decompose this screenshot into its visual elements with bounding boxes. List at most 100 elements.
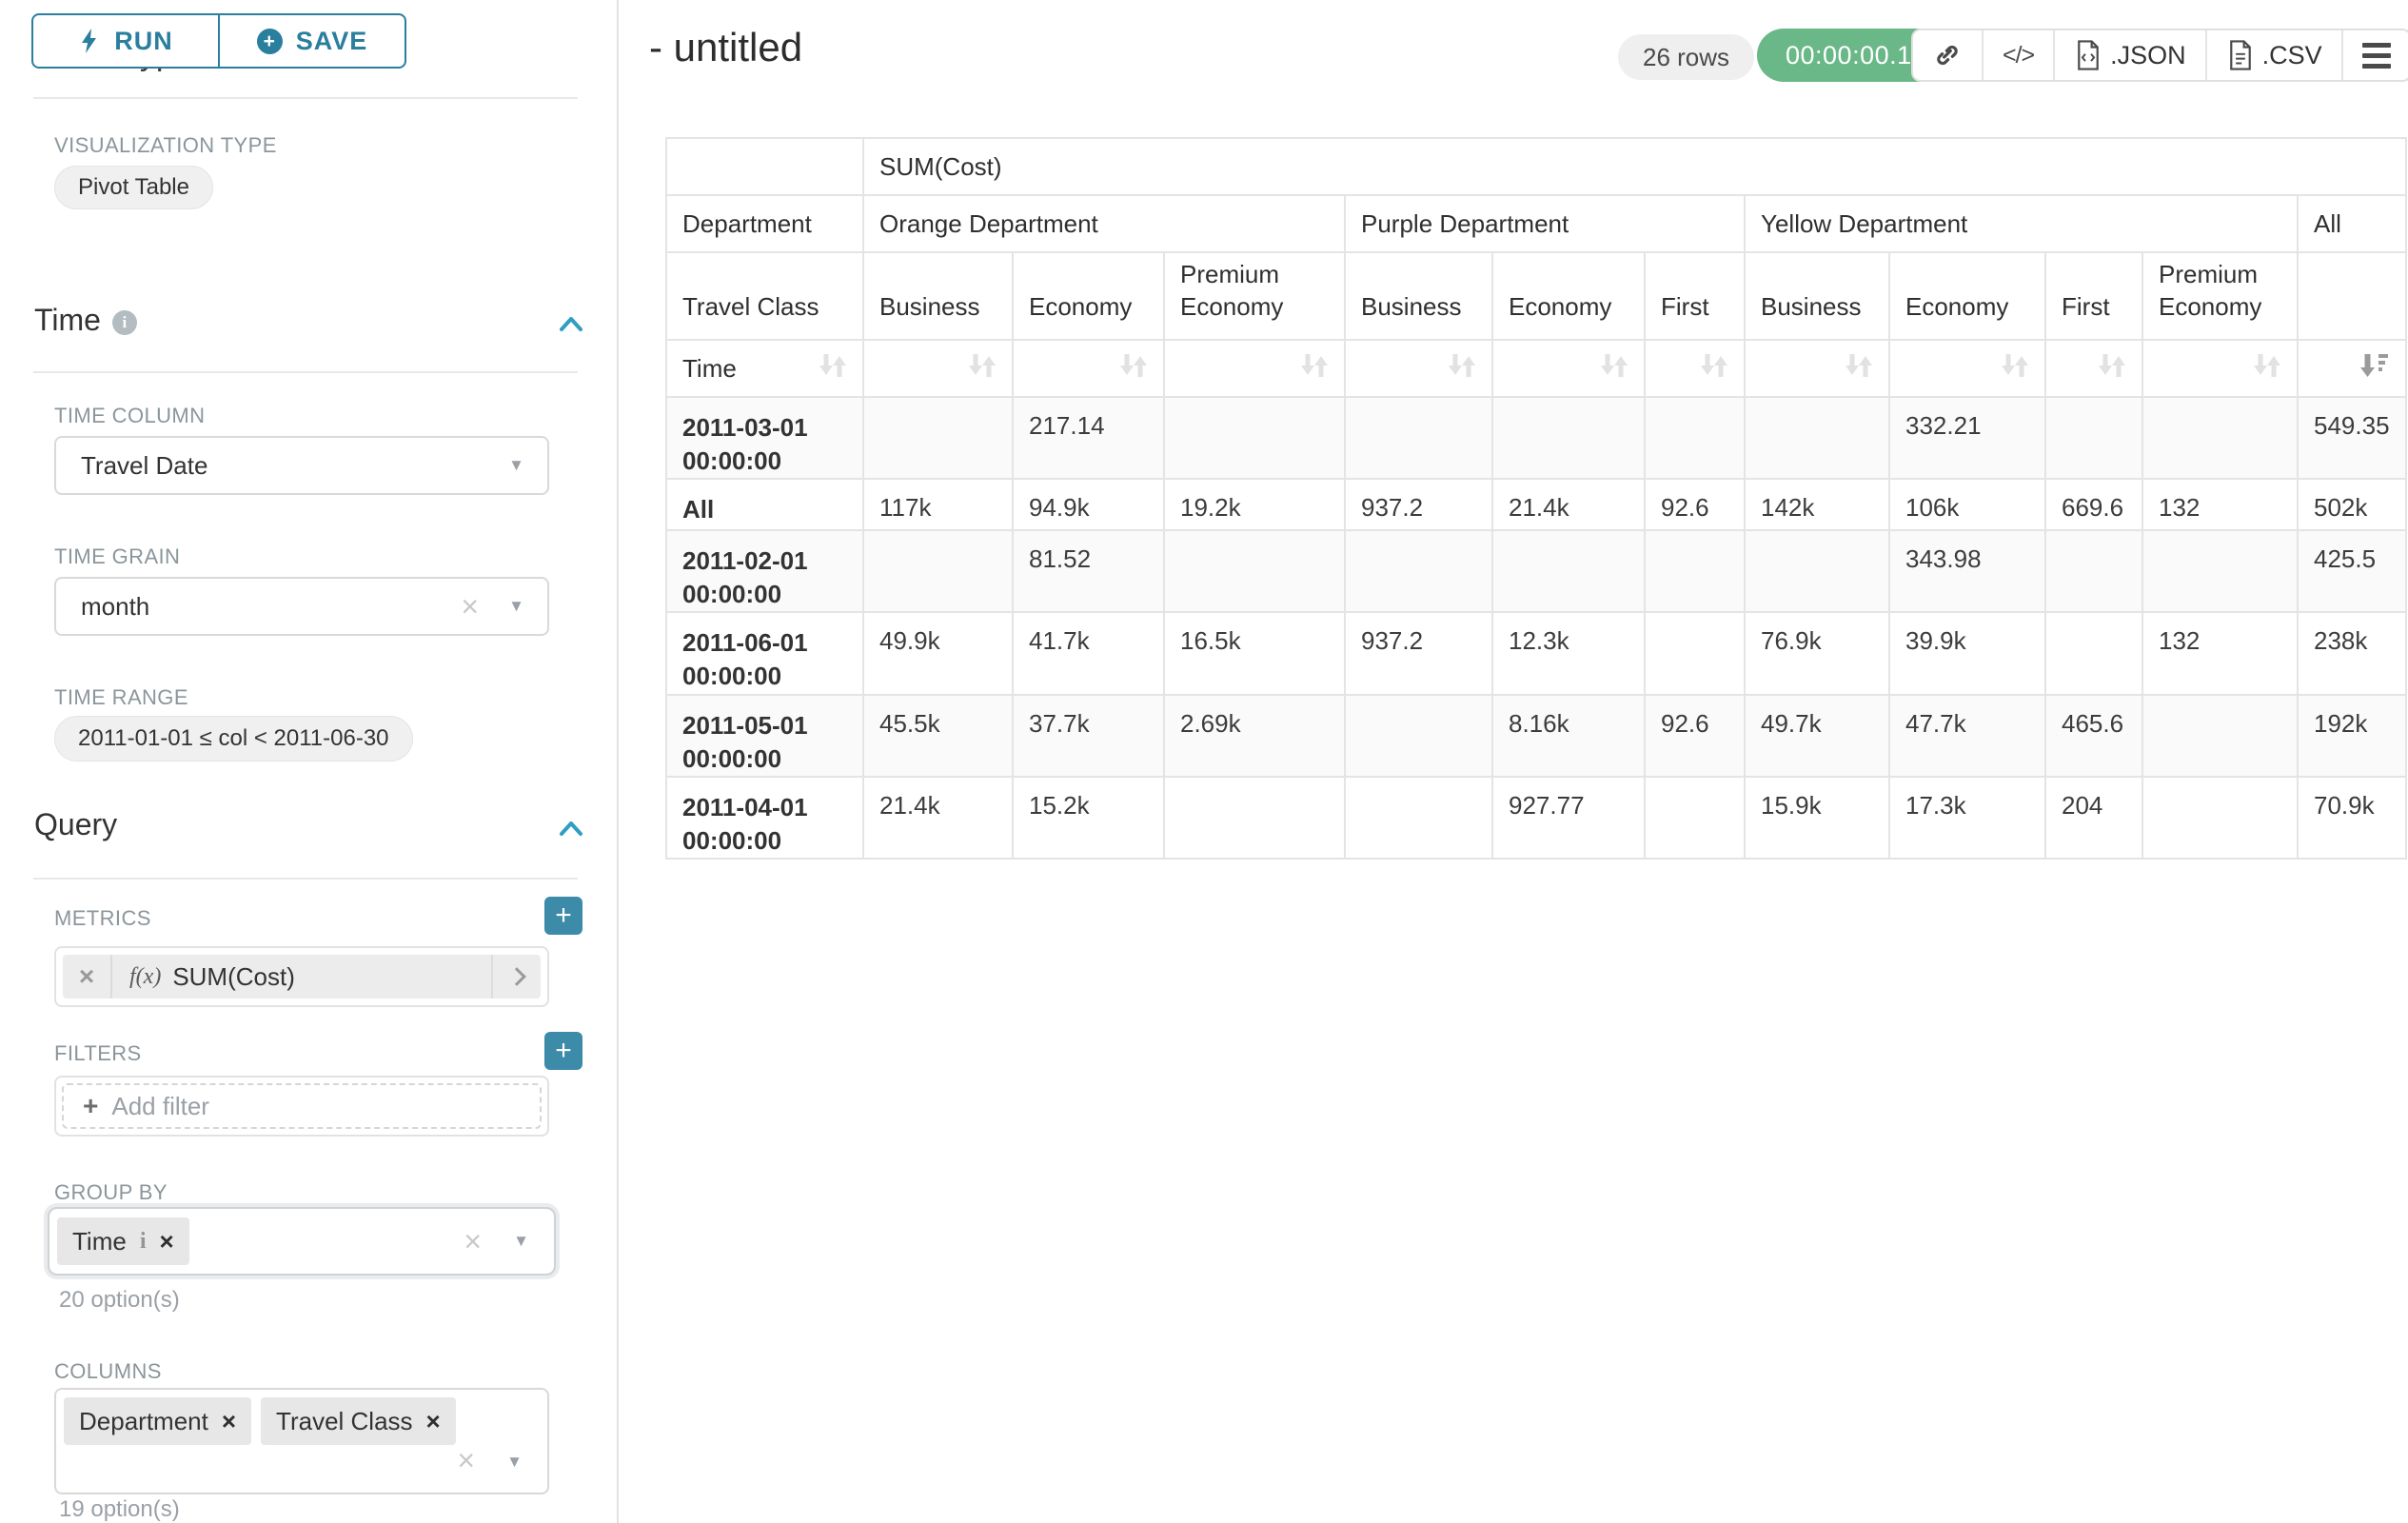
run-button[interactable]: RUN (33, 15, 218, 67)
save-button[interactable]: + SAVE (218, 15, 405, 67)
value-cell (2044, 529, 2143, 614)
row-label: 2011-02-01 00:00:00 (665, 529, 864, 614)
lightning-icon (82, 29, 97, 53)
query-collapse-icon[interactable] (557, 815, 585, 843)
value-cell: 81.52 (1012, 529, 1165, 614)
value-cell: 12.3k (1491, 611, 1646, 696)
value-cell: 47.7k (1888, 693, 2046, 778)
value-cell: 21.4k (862, 775, 1014, 860)
value-cell: 92.6 (1644, 478, 1746, 532)
sort-icon[interactable] (968, 352, 997, 386)
columns-select[interactable]: Department × Travel Class × × ▼ (54, 1388, 549, 1494)
remove-tag-icon[interactable]: × (425, 1406, 441, 1435)
table-row: All 117k 94.9k 19.2k 937.2 21.4k 92.6 142k 106k 6… (665, 478, 2407, 532)
value-cell (2142, 395, 2299, 481)
column-group-header: Orange Department (862, 194, 1346, 253)
sub-column-header: Premium Economy (1163, 251, 1346, 341)
table-row: 2011-04-01 00:00:00 21.4k 15.2k 927.77 15.9k… (665, 775, 2407, 860)
sub-column-header: First (1644, 251, 1746, 341)
sort-icon[interactable] (1300, 352, 1329, 386)
value-cell: 332.21 (1888, 395, 2046, 481)
value-cell: 49.9k (862, 611, 1014, 696)
value-cell (862, 529, 1014, 614)
sort-desc-icon[interactable] (2359, 352, 2390, 386)
metric-header: SUM(Cost) (862, 137, 2407, 196)
value-cell: 70.9k (2297, 775, 2407, 860)
time-section-heading: Time i (34, 303, 137, 338)
clear-icon[interactable]: × (461, 589, 479, 623)
value-cell (1163, 529, 1346, 614)
value-cell: 465.6 (2044, 693, 2143, 778)
sub-column-header: Economy (1888, 251, 2046, 341)
value-cell (2142, 693, 2299, 778)
sort-icon[interactable] (1600, 352, 1628, 386)
time-column-select[interactable]: Travel Date ▼ (54, 436, 549, 495)
chevron-down-icon: ▼ (513, 1232, 529, 1250)
metric-value: SUM(Cost) (172, 961, 295, 991)
sort-icon[interactable] (2253, 352, 2281, 386)
value-cell (1491, 395, 1646, 481)
sort-icon[interactable] (1700, 352, 1728, 386)
add-metric-button[interactable]: + (544, 897, 582, 935)
sub-column-header: Business (1744, 251, 1890, 341)
value-cell (1344, 529, 1493, 614)
export-toolbar: </> .JSON .CSV (1911, 29, 2408, 82)
value-cell: 238k (2297, 611, 2407, 696)
menu-button[interactable] (2340, 30, 2408, 80)
value-cell: 217.14 (1012, 395, 1165, 481)
share-link-button[interactable] (1913, 30, 1982, 80)
visualization-type-pill[interactable]: Pivot Table (54, 166, 213, 209)
expand-metric-icon[interactable] (491, 955, 541, 999)
value-cell (1644, 775, 1746, 860)
value-cell: 132 (2142, 478, 2299, 532)
plus-circle-icon: + (256, 28, 283, 54)
json-file-icon (2078, 40, 2099, 70)
table-row: 2011-02-01 00:00:00 81.52 343.98 425.5 (665, 529, 2407, 614)
column-group-header: Yellow Department (1744, 194, 2299, 253)
value-cell: 927.77 (1491, 775, 1646, 860)
visualization-type-label: VISUALIZATION TYPE (54, 133, 277, 157)
value-cell: 41.7k (1012, 611, 1165, 696)
value-cell: 49.7k (1744, 693, 1890, 778)
sort-icon[interactable] (1119, 352, 1148, 386)
export-json-button[interactable]: .JSON (2053, 30, 2205, 80)
remove-tag-icon[interactable]: × (221, 1406, 237, 1435)
time-collapse-icon[interactable] (557, 310, 585, 339)
value-cell: 549.35 (2297, 395, 2407, 481)
info-icon[interactable]: i (111, 309, 137, 335)
sort-icon[interactable] (2098, 352, 2126, 386)
sort-icon[interactable] (1845, 352, 1873, 386)
remove-tag-icon[interactable]: × (159, 1226, 174, 1256)
value-cell: 204 (2044, 775, 2143, 860)
value-cell: 425.5 (2297, 529, 2407, 614)
sort-icon[interactable] (819, 352, 847, 386)
filters-control: + Add filter (54, 1076, 549, 1137)
columns-tag: Travel Class × (261, 1397, 456, 1445)
time-range-pill[interactable]: 2011-01-01 ≤ col < 2011-06-30 (54, 716, 413, 762)
value-cell (1744, 395, 1890, 481)
value-cell: 19.2k (1163, 478, 1346, 532)
column-info-icon: i (139, 1228, 147, 1254)
group-by-tag: Time i × (57, 1217, 189, 1265)
sort-icon[interactable] (1448, 352, 1476, 386)
remove-metric-icon[interactable]: × (63, 955, 112, 999)
sort-icon[interactable] (2001, 352, 2029, 386)
row-label: 2011-04-01 00:00:00 (665, 775, 864, 860)
add-filter-plus-button[interactable]: + (544, 1032, 582, 1070)
add-filter-button[interactable]: + Add filter (62, 1083, 542, 1129)
export-csv-button[interactable]: .CSV (2204, 30, 2341, 80)
csv-file-icon (2229, 40, 2251, 70)
value-cell (1163, 775, 1346, 860)
time-grain-select[interactable]: month × ▼ (54, 577, 549, 636)
clear-icon[interactable]: × (457, 1443, 475, 1477)
chevron-down-icon: ▼ (508, 597, 524, 615)
sub-column-header: Business (1344, 251, 1493, 341)
column-group-header: All (2297, 194, 2407, 253)
row-label: All (665, 478, 864, 532)
divider (33, 371, 578, 373)
chart-title[interactable]: - untitled (649, 25, 803, 69)
view-query-button[interactable]: </> (1982, 30, 2053, 80)
group-by-select[interactable]: Time i × × ▼ (48, 1207, 556, 1276)
clear-icon[interactable]: × (464, 1224, 482, 1258)
metric-pill[interactable]: × f(x) SUM(Cost) (63, 955, 541, 999)
